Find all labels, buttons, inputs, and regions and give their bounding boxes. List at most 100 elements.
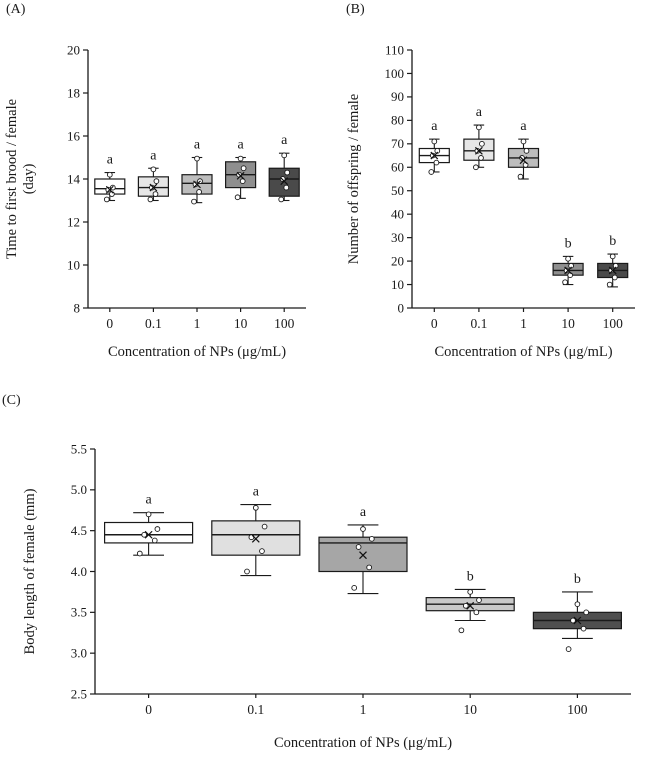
box-group-10: b — [552, 236, 584, 286]
data-point — [473, 164, 479, 171]
y-tick-label: 10 — [67, 257, 80, 272]
y-tick-label: 60 — [391, 160, 404, 175]
significance-label: b — [609, 234, 616, 249]
y-tick-label: 16 — [67, 128, 81, 143]
axes: 2.5 3.0 3.5 4.0 4.5 5.0 5.5 0 0.1 1 10 100 — [71, 441, 631, 717]
x-tick-label: 10 — [463, 702, 477, 717]
panel-b: (B) 0 10 20 30 40 50 60 70 80 90 100 110 0 0.1 1 10 100 C… — [332, 0, 661, 368]
data-point — [109, 184, 116, 191]
mean-marker — [474, 146, 483, 155]
x-tick-label: 100 — [274, 316, 295, 331]
data-point — [145, 511, 152, 518]
panel-b-tag: (B) — [346, 2, 365, 17]
y-tick-label: 50 — [391, 183, 404, 198]
box-group-100: b — [532, 572, 623, 652]
data-point — [149, 184, 155, 191]
y-tick-label: 14 — [67, 171, 81, 186]
data-point — [458, 627, 465, 634]
mean-marker — [105, 185, 114, 194]
mean-marker — [251, 534, 260, 543]
significance-label: b — [574, 572, 581, 587]
data-point — [261, 523, 268, 530]
box-group-1: a — [318, 505, 408, 595]
data-point — [240, 165, 247, 172]
y-tick-label: 2.5 — [71, 686, 87, 701]
data-point — [192, 181, 199, 188]
data-point — [479, 140, 485, 147]
data-point — [147, 196, 154, 203]
data-point — [583, 609, 590, 616]
data-point — [153, 178, 160, 185]
x-tick-label: 100 — [567, 702, 588, 717]
y-tick-label: 3.5 — [71, 605, 87, 620]
x-axis-label: Concentration of NPs (μg/mL) — [274, 735, 452, 751]
box-group-10: b — [425, 569, 515, 634]
panel-a: (A) 8 10 12 14 16 18 20 0 0.1 1 10 100 Concentration… — [0, 0, 330, 368]
data-point — [234, 194, 241, 201]
data-point — [474, 148, 481, 154]
y-tick-label: 20 — [391, 253, 404, 268]
x-tick-label: 0.1 — [145, 316, 162, 331]
y-tick-label: 8 — [74, 300, 81, 315]
data-point — [565, 646, 572, 652]
y-tick-label: 40 — [391, 206, 404, 221]
panel-c-tag: (C) — [2, 393, 21, 408]
data-point — [105, 186, 112, 193]
data-point — [562, 279, 568, 286]
y-tick-label: 110 — [385, 42, 404, 57]
data-point — [244, 568, 250, 575]
y-axis-label: (day) — [21, 164, 37, 195]
data-point — [606, 281, 613, 288]
box-rect — [103, 521, 194, 544]
data-point — [609, 253, 616, 260]
y-tick-label: 80 — [391, 113, 404, 128]
data-point — [478, 155, 484, 161]
significance-label: a — [237, 138, 244, 153]
box-group-0.1: a — [211, 485, 301, 577]
significance-label: a — [360, 505, 367, 520]
x-tick-label: 1 — [520, 316, 527, 331]
data-point — [574, 601, 581, 608]
mean-marker — [466, 601, 475, 610]
x-tick-label: 100 — [603, 316, 624, 331]
x-axis-label: Concentration of NPs (μg/mL) — [434, 344, 612, 360]
data-point — [563, 267, 570, 274]
data-point — [570, 617, 576, 624]
data-point — [431, 138, 438, 145]
significance-label: a — [253, 485, 260, 500]
y-tick-label: 90 — [391, 89, 404, 104]
x-tick-label: 0 — [431, 316, 438, 331]
data-point — [517, 173, 524, 180]
mean-marker — [564, 266, 573, 275]
data-point — [239, 178, 246, 185]
box-group-10: a — [225, 138, 257, 201]
panel-a-tag: (A) — [6, 2, 26, 17]
significance-label: a — [476, 105, 483, 120]
x-tick-label: 10 — [234, 316, 248, 331]
data-point — [152, 191, 159, 197]
significance-label: a — [281, 133, 288, 148]
panel-c-chart: 2.5 3.0 3.5 4.0 4.5 5.0 5.5 0 0.1 1 10 100 Concentra… — [22, 441, 631, 751]
y-tick-label: 0 — [398, 300, 405, 315]
x-tick-label: 0 — [106, 316, 113, 331]
data-point — [476, 597, 482, 603]
y-tick-label: 12 — [67, 214, 80, 229]
data-point — [476, 124, 482, 131]
x-tick-label: 0 — [145, 702, 152, 717]
data-point — [281, 152, 288, 159]
y-tick-label: 30 — [391, 230, 404, 245]
data-point — [608, 267, 615, 274]
data-point — [429, 152, 436, 159]
mean-marker — [359, 551, 367, 560]
data-point — [523, 148, 530, 154]
data-point — [351, 584, 358, 591]
y-tick-label: 3.0 — [71, 645, 87, 660]
data-point — [284, 169, 291, 176]
data-point — [368, 535, 375, 542]
significance-label: b — [565, 236, 572, 251]
significance-label: a — [520, 119, 527, 134]
mean-marker — [573, 616, 582, 625]
x-tick-label: 1 — [194, 316, 201, 331]
